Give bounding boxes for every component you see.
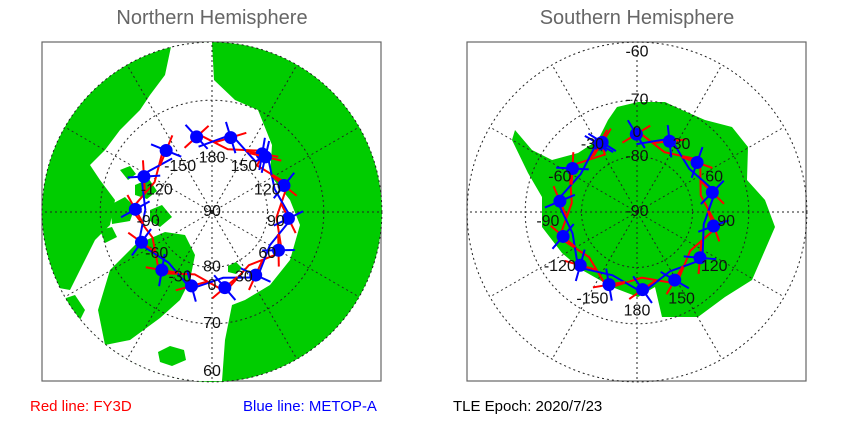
longitude-label: 120 [701,258,728,275]
longitude-label: -90 [536,213,559,230]
track-marker [155,263,169,277]
track-marker [137,170,151,184]
longitude-label: 180 [199,149,226,166]
south-polar-map: -90 -80 -70 -60 0 30 60 90 120 150 180 -150-120 -90 -… [466,41,808,383]
north-polar-map: 90 80 70 60 180 150 120 90 60 30 0 -30-60 -90 -120 -15… [41,41,383,383]
iceland [158,346,186,366]
meridian-line [551,64,638,213]
longitude-label: -150 [576,290,608,307]
meridian-line [489,211,638,298]
meridian-line [636,211,785,298]
longitude-label: -150 [164,158,196,175]
track-marker [663,134,677,148]
greenland [98,232,195,345]
latitude-label: 70 [203,315,221,332]
legend-blue-line: Blue line: METOP-A [243,398,377,415]
track-marker [629,127,643,141]
north-labels: 90 80 70 60 180 150 120 90 60 30 0 -30-60 -90 -120 -15… [137,149,285,380]
track-marker [277,179,291,193]
fy3d-track [558,129,719,290]
meridian-line [211,64,298,213]
south-graticule [466,41,808,383]
track-marker [707,219,721,233]
latitude-ring [466,41,808,383]
track-marker [258,150,272,164]
latitude-label: -90 [625,203,648,220]
longitude-label: 60 [705,169,723,186]
track-marker [159,143,173,157]
longitude-label: 90 [717,213,735,230]
longitude-label: 30 [235,269,253,286]
meridian-line [489,126,638,213]
latitude-label: -60 [625,43,648,60]
longitude-label: 180 [624,302,651,319]
longitude-label: 0 [633,124,642,141]
meridian-line [636,211,723,360]
meridian-line [636,64,723,213]
track-marker [573,258,587,272]
longitude-label: -30 [581,136,604,153]
track-marker [705,185,719,199]
south-orbit-tracks [544,119,730,304]
longitude-label: -60 [145,245,168,262]
longitude-label: 0 [208,277,217,294]
longitude-label: -60 [548,169,571,186]
track-marker [184,279,198,293]
track-marker [565,161,579,175]
latitude-label: -80 [625,148,648,165]
meridian-line [551,211,638,360]
meridian-line [64,211,213,298]
meridian-line [126,211,213,360]
longitude-label: 30 [673,136,691,153]
track-marker [224,131,238,145]
latitude-label: 80 [203,259,221,276]
longitude-label: 150 [231,158,258,175]
track-marker [693,251,707,265]
meridian-line [126,64,213,213]
track-marker [668,273,682,287]
north-orbit-tracks [120,121,304,302]
longitude-label: 60 [258,245,276,262]
north-graticule [41,41,383,383]
tle-epoch: TLE Epoch: 2020/7/23 [453,398,603,415]
track-marker [636,283,650,297]
longitude-label: 150 [668,290,695,307]
longitude-label: 120 [254,181,281,198]
south-labels: -90 -80 -70 -60 0 30 60 90 120 150 180 -150-120 -90 -… [536,43,735,319]
longitude-label: -90 [137,213,160,230]
track-marker [595,135,609,149]
track-marker [281,211,295,225]
track-marker [553,194,567,208]
meridian-line [64,126,213,213]
longitude-label: -30 [169,269,192,286]
latitude-ring [41,41,383,383]
track-marker [602,278,616,292]
south-title: Southern Hemisphere [539,7,735,29]
south-frame [466,41,807,382]
longitude-label: -120 [544,258,576,275]
north-title: Northern Hemisphere [116,7,308,29]
meridian-line [636,126,785,213]
meridian-line [211,211,298,360]
track-marker [218,281,232,295]
track-marker [249,268,263,282]
meridian-line [211,126,360,213]
scandinavia-edge [222,300,275,381]
meridian-line [211,211,360,298]
legend-red-line: Red line: FY3D [30,398,132,415]
track-marker [134,235,148,249]
latitude-label: -70 [625,91,648,108]
track-marker [272,243,286,257]
track-marker [556,229,570,243]
latitude-label: 60 [203,363,221,380]
track-marker [690,155,704,169]
track-marker [128,202,142,216]
latitude-label: 90 [203,203,221,220]
svalbard [228,262,242,274]
track-marker [190,130,204,144]
longitude-label: 90 [267,213,285,230]
longitude-label: -120 [141,181,173,198]
